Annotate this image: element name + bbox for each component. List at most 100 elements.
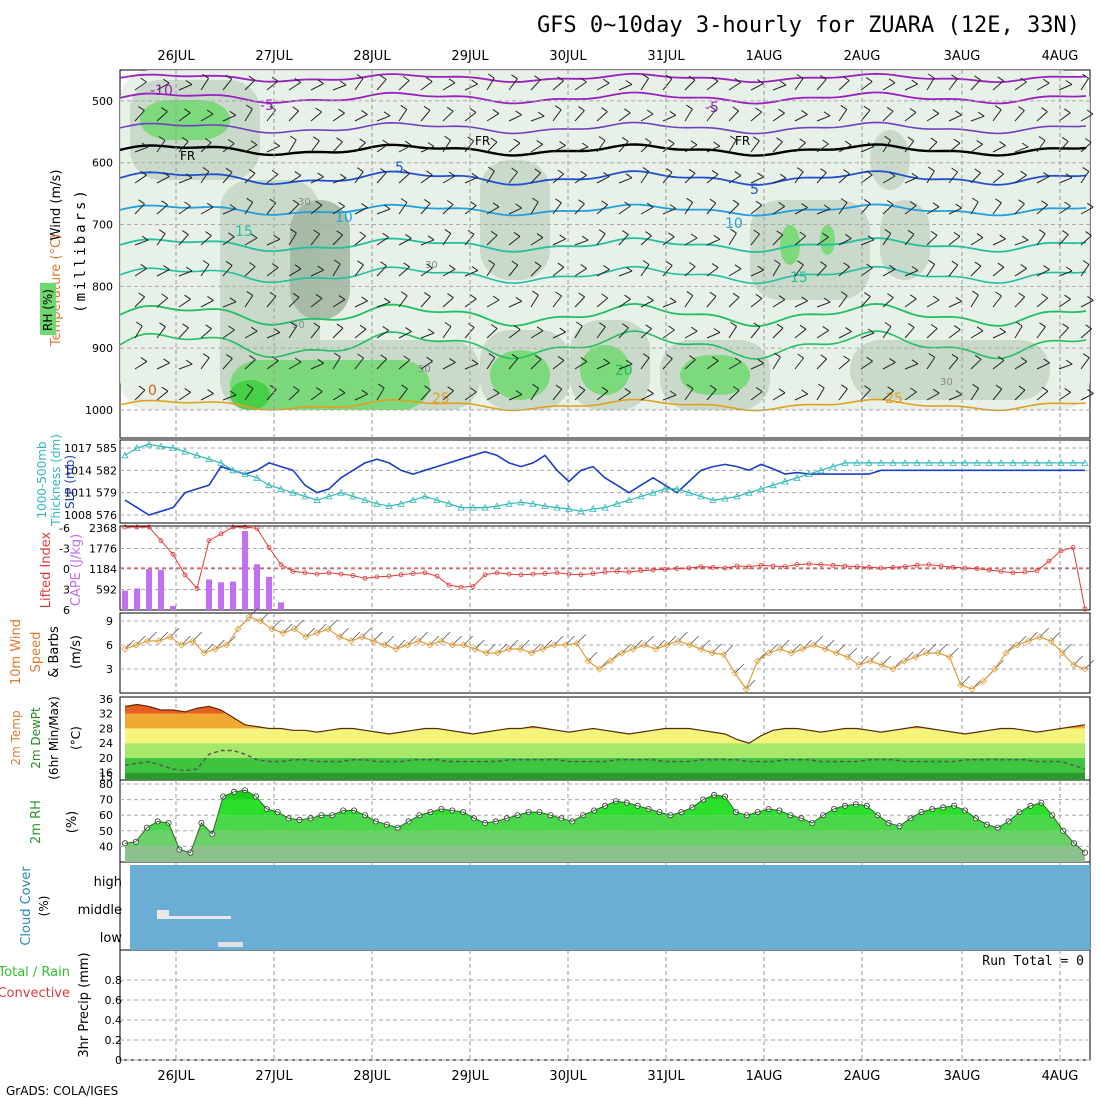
wind-barb [156, 204, 168, 215]
wind-barb [200, 328, 212, 339]
precip-tick-label: 0.4 [105, 1014, 123, 1027]
wind-barb-flag [603, 171, 610, 177]
wind-barb [420, 146, 435, 153]
wind-barb [882, 361, 896, 370]
wind-barb-flag [1085, 324, 1092, 330]
wind-barb [596, 326, 606, 339]
wind-barb-flag [686, 384, 694, 389]
wind-barb [486, 113, 500, 122]
wind-barb-flag [471, 172, 479, 178]
wind-barb-flag [361, 203, 368, 209]
wind-barb-flag [995, 291, 1002, 297]
wind-barb-flag [313, 322, 321, 328]
wind-barb [244, 237, 258, 246]
wind-barb-flag [823, 111, 831, 117]
wind-barb [992, 388, 1003, 401]
contour-label: 5 [395, 160, 404, 176]
wind-speed-marker [290, 625, 298, 633]
wind-barb-10m [847, 647, 858, 658]
wind-barb-flag [1082, 353, 1090, 359]
wind-barb-flag [469, 201, 477, 207]
wind-barb-flag [161, 293, 168, 299]
wind-barb-flag [315, 293, 323, 299]
wind-barb-flag [955, 390, 963, 395]
wind-barb [486, 392, 500, 401]
wind-barb-flag [757, 265, 764, 271]
wind-barb-flag [246, 290, 254, 296]
wind-barb [684, 359, 696, 370]
wind-barb-flag [271, 169, 279, 175]
wind-barb [1058, 141, 1069, 153]
wind-barb [816, 143, 829, 153]
wind-barb [948, 236, 961, 246]
wind-barb [508, 329, 521, 339]
wind-barb-flag [686, 290, 694, 296]
rh-contour-label: 30 [298, 197, 311, 208]
wind-barb-flag [206, 109, 214, 115]
wind-barb-10m [712, 643, 722, 654]
wind-barb [794, 235, 807, 246]
li-tick-label: -6 [59, 522, 70, 535]
wind-barb-flag [753, 322, 761, 328]
wind-barb [706, 332, 721, 339]
wind-barb [992, 202, 1002, 215]
temp-tick-label: 16 [99, 767, 113, 780]
wind-barb-flag [974, 354, 982, 360]
wind-barb [156, 233, 166, 246]
wind-barb-flag [1018, 199, 1025, 205]
wind-barb-flag [467, 136, 475, 142]
wind-barb-flag [471, 79, 478, 85]
wind-barb-flag [228, 325, 235, 331]
wind-barb [1080, 235, 1092, 246]
cape-li-series [120, 524, 1090, 612]
contour-minus10b [119, 91, 1087, 105]
wind-barb [244, 79, 256, 91]
wind-barb-flag [823, 297, 831, 303]
wind-barb-flag [823, 204, 831, 210]
wind-barb-flag [840, 198, 848, 203]
wind-barb-flag [559, 141, 566, 147]
date-label-top: 29JUL [451, 49, 489, 64]
wind-barb-flag [598, 229, 606, 235]
wind-barb-flag [711, 263, 719, 269]
wind-barb [596, 175, 610, 184]
wind-barb-flag [356, 74, 364, 79]
date-label-top: 27JUL [255, 49, 293, 64]
wind-barb-flag [294, 357, 302, 363]
wind-speed-marker [234, 625, 242, 633]
wind-barb-flag [317, 358, 325, 364]
wind-barb-flag [668, 232, 675, 238]
wind-barb-flag [578, 385, 586, 391]
thickness-line [124, 443, 1085, 512]
wind-barb-flag [863, 105, 871, 111]
wind-barb-10m [124, 639, 135, 650]
li-marker [170, 551, 176, 557]
wind-barb-10m [136, 635, 146, 646]
wind-barb-flag [511, 74, 518, 80]
wind-barb-flag [492, 295, 500, 301]
freezing-label: FR [475, 134, 490, 148]
wind-barb-flag [248, 168, 256, 174]
wind-barb-flag [642, 166, 650, 172]
rh-shading-blob [140, 100, 230, 140]
wind-barb-flag [776, 137, 783, 143]
wind-barb-flag [1041, 200, 1048, 206]
wind-barb-flag [927, 73, 935, 79]
wind-barb-flag [865, 77, 873, 83]
wind-barb-flag [757, 358, 765, 364]
wind-barb [970, 115, 985, 122]
wind-barb-flag [1065, 266, 1073, 272]
rh-shading-blob [490, 350, 550, 400]
wind-barb-flag [359, 324, 367, 330]
wind-barb-10m [407, 635, 417, 646]
wind-barb-10m [440, 631, 451, 642]
wind-barb-10m [531, 643, 541, 654]
contour-label: -10 [150, 83, 173, 99]
wind-barb-flag [424, 385, 431, 391]
wind-barb [266, 295, 277, 308]
wind-barb [1058, 363, 1073, 370]
wind-barb [574, 267, 587, 277]
wind-barb [266, 332, 281, 339]
wind-barb-flag [226, 354, 233, 360]
wind-barb-flag [336, 230, 343, 236]
